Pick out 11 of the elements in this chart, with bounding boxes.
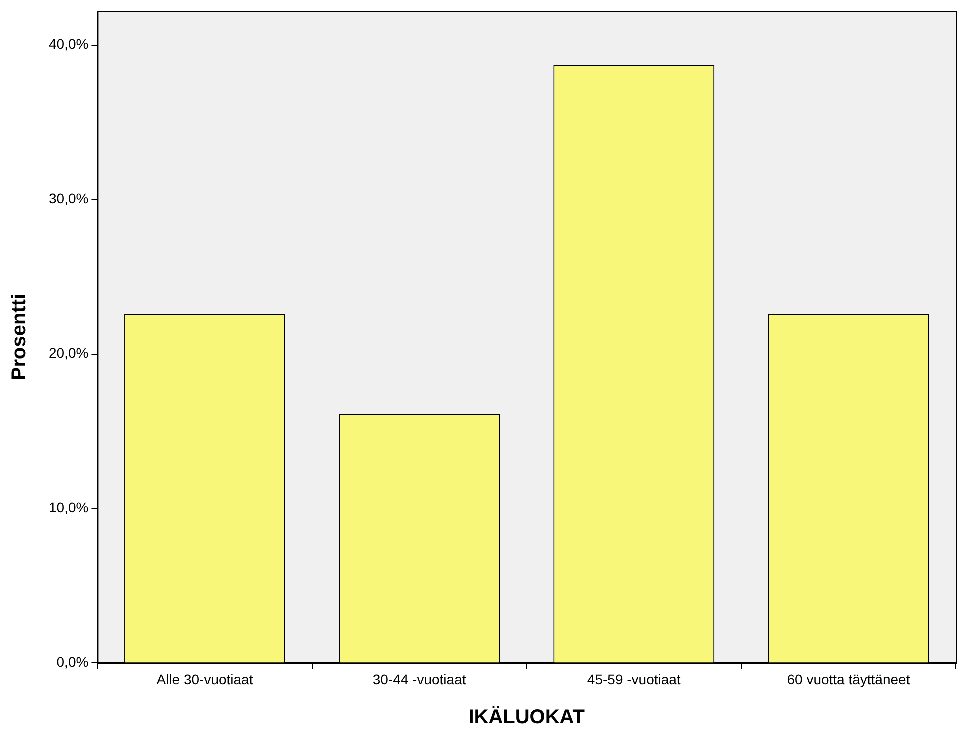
- x-tick-label: 60 vuotta täyttäneet: [787, 671, 910, 688]
- x-tick-label: 45-59 -vuotiaat: [587, 671, 681, 688]
- y-axis-title: Prosentti: [8, 294, 31, 381]
- y-tick-label: 20,0%: [48, 345, 89, 362]
- x-axis-title: IKÄLUOKAT: [468, 706, 585, 729]
- y-tick-label: 10,0%: [48, 500, 89, 516]
- y-tick-label: 30,0%: [48, 190, 89, 207]
- x-tick-label: 30-44 -vuotiaat: [372, 671, 466, 688]
- x-tick-label: Alle 30-vuotiaat: [156, 671, 254, 688]
- y-tick-label: 0,0%: [56, 654, 89, 670]
- y-tick-label: 40,0%: [48, 36, 89, 52]
